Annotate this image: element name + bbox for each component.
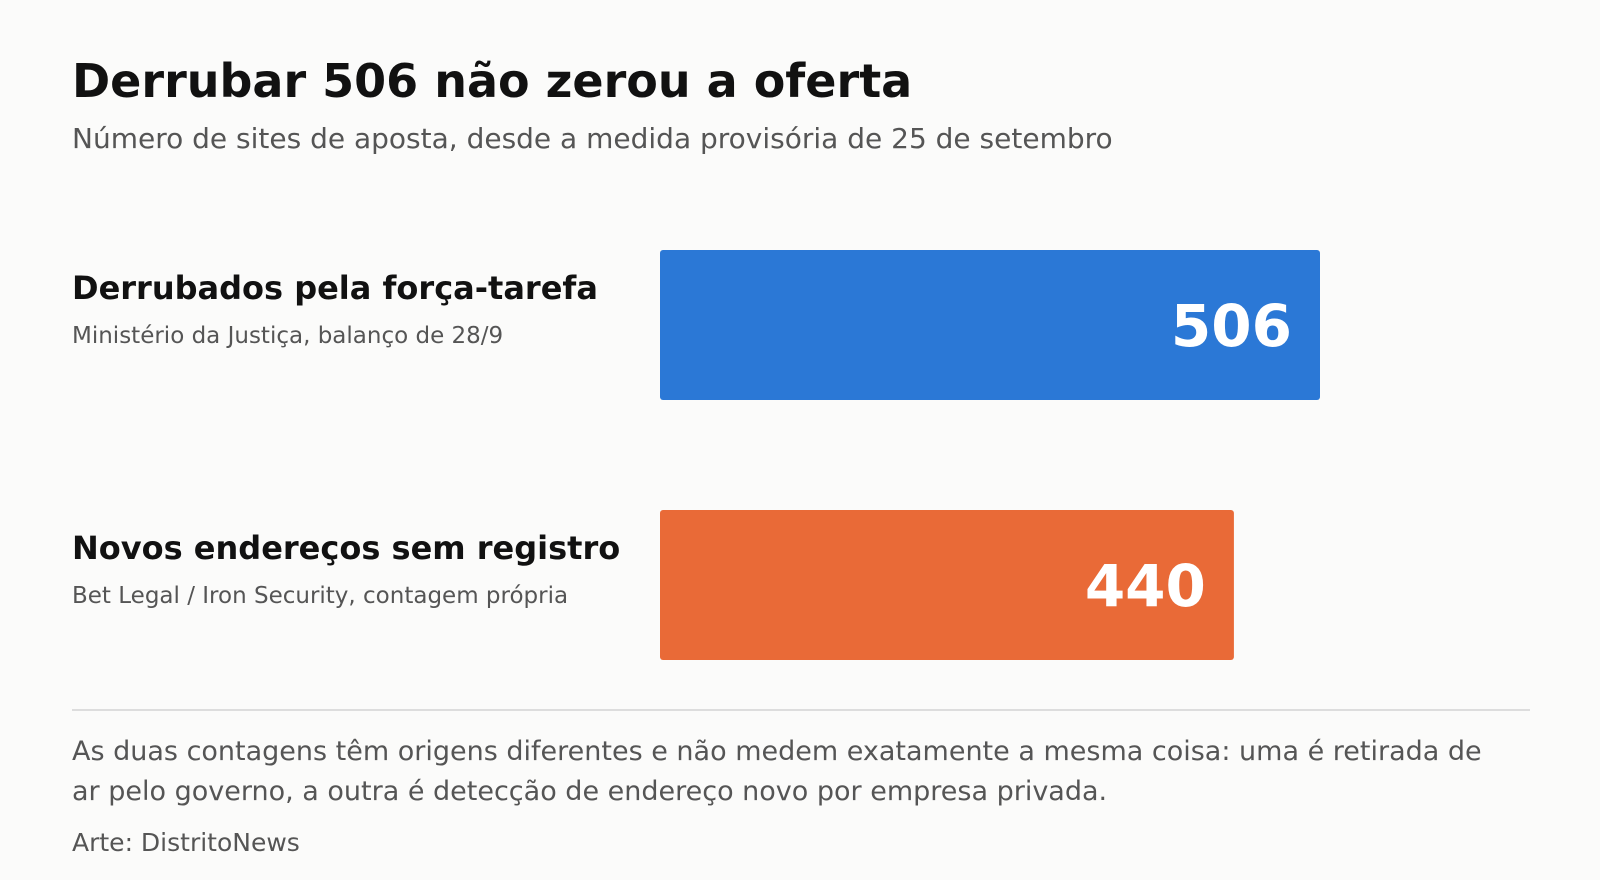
bar-category-label-2: Novos endereços sem registro bbox=[72, 529, 620, 567]
footer-credit: Arte: DistritoNews bbox=[72, 828, 300, 857]
bar-1 bbox=[660, 250, 1320, 400]
chart-subtitle: Número de sites de aposta, desde a medid… bbox=[72, 122, 1113, 155]
bar-2 bbox=[660, 510, 1234, 660]
bar-source-label-2: Bet Legal / Iron Security, contagem próp… bbox=[72, 583, 568, 609]
chart-title: Derrubar 506 não zerou a oferta bbox=[72, 54, 913, 108]
bar-value-label-1: 506 bbox=[1171, 292, 1292, 360]
bar-source-label-1: Ministério da Justiça, balanço de 28/9 bbox=[72, 323, 503, 349]
bar-value-label-2: 440 bbox=[1085, 552, 1206, 620]
footer-note: As duas contagens têm origens diferentes… bbox=[72, 736, 1482, 807]
bar-category-label-1: Derrubados pela força-tarefa bbox=[72, 269, 598, 307]
footer-divider bbox=[72, 709, 1530, 711]
bar-chart: Derrubados pela força-tarefa Ministério d… bbox=[72, 250, 1320, 660]
